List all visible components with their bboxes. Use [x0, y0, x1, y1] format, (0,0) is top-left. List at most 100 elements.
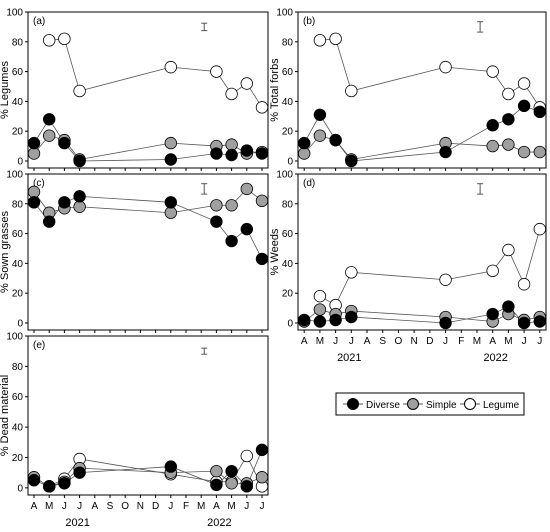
data-point-legume [313, 289, 327, 303]
x-tick-label: A [301, 336, 308, 347]
data-point-diverse [502, 113, 515, 126]
y-tick-label: 60 [282, 229, 294, 240]
y-tick-label: 60 [12, 392, 24, 403]
y-tick-label: 60 [12, 67, 24, 78]
data-point-legume [502, 243, 515, 257]
panel-label: (b) [303, 16, 315, 27]
data-point-legume [486, 65, 499, 78]
data-point-diverse [73, 466, 86, 479]
y-tick-label: 80 [282, 37, 294, 48]
data-point-legume [533, 222, 547, 236]
data-point-diverse [164, 460, 178, 473]
x-tick-label: J [522, 336, 527, 347]
x-tick-label: J [537, 336, 542, 347]
panel-c: 0 20 40 60 80 100 % Sown grasses (c) [0, 170, 269, 333]
data-point-diverse [313, 108, 327, 121]
year-label-2021: 2021 [65, 517, 89, 529]
x-tick-label: A [213, 501, 220, 512]
data-point-diverse [345, 310, 358, 324]
data-point-diverse [329, 133, 342, 147]
x-tick-label: N [411, 336, 418, 347]
y-tick-label: 0 [17, 156, 23, 167]
x-tick-label: O [395, 336, 403, 347]
data-point-diverse [210, 215, 223, 228]
data-point-diverse [58, 196, 71, 209]
data-point-simple [502, 138, 515, 151]
data-point-diverse [225, 464, 238, 478]
data-point-legume [210, 65, 223, 78]
x-tick-label: M [227, 501, 235, 512]
data-point-legume [58, 32, 71, 46]
y-tick-label: 40 [12, 97, 24, 108]
x-tick-label: A [489, 336, 496, 347]
y-tick-label: 20 [12, 289, 24, 300]
y-tick-label: 60 [282, 67, 294, 78]
y-tick-label: 0 [17, 318, 23, 329]
data-point-diverse [345, 154, 358, 168]
panel-label: (c) [33, 178, 45, 189]
data-point-diverse [73, 154, 86, 168]
data-point-diverse [313, 315, 327, 328]
panel-b: 0 20 40 60 80 100 % Total forbs (b) [269, 8, 547, 171]
data-point-diverse [329, 313, 342, 327]
y-tick-label: 80 [12, 37, 24, 48]
x-tick-label: J [333, 336, 338, 347]
x-tick-label: A [91, 501, 98, 512]
plot-frame [297, 11, 547, 169]
x-tick-label: O [121, 501, 129, 512]
plot-frame [27, 335, 269, 496]
y-tick-label: 0 [287, 156, 293, 167]
data-point-diverse [240, 480, 254, 493]
data-point-simple [517, 145, 531, 159]
data-point-simple [255, 194, 269, 208]
x-tick-label: M [473, 336, 481, 347]
data-point-simple [486, 139, 499, 153]
data-point-diverse [517, 316, 531, 330]
x-tick-label: M [45, 501, 53, 512]
data-point-diverse [240, 144, 254, 157]
data-point-diverse [58, 477, 71, 490]
x-tick-label: J [260, 501, 265, 512]
data-point-legume [439, 273, 452, 286]
y-tick-label: 100 [6, 8, 23, 19]
data-point-diverse [164, 196, 178, 209]
x-tick-label: M [197, 501, 205, 512]
plot-frame [27, 11, 269, 169]
data-point-diverse [43, 113, 56, 126]
data-point-legume [486, 264, 499, 278]
data-point-simple [240, 182, 254, 196]
panel-label: (d) [303, 178, 315, 189]
data-point-legume [225, 87, 238, 101]
data-point-simple [210, 464, 223, 478]
data-point-diverse [210, 478, 223, 492]
y-tick-label: 0 [17, 483, 23, 494]
data-point-diverse [27, 196, 41, 209]
data-point-legume [329, 32, 342, 46]
data-point-simple [164, 136, 178, 150]
data-point-simple [255, 471, 269, 484]
legend-marker-simple [407, 398, 419, 410]
y-tick-label: 40 [12, 259, 24, 270]
data-point-diverse [486, 119, 499, 132]
x-tick-label: J [62, 501, 67, 512]
y-tick-label: 80 [12, 199, 24, 210]
panel-a: 0 20 40 60 80 100 % Legumes (a) [0, 8, 269, 171]
x-tick-label: A [364, 336, 371, 347]
y-tick-label: 20 [12, 127, 24, 138]
x-tick-label: D [426, 336, 433, 347]
y-tick-label: 80 [282, 199, 294, 210]
data-point-diverse [225, 234, 238, 248]
data-point-diverse [255, 252, 269, 266]
plot-frame [27, 173, 269, 331]
data-point-diverse [439, 316, 452, 330]
data-point-diverse [486, 307, 499, 321]
data-point-simple [210, 199, 223, 212]
y-tick-label: 40 [282, 97, 294, 108]
data-point-legume [517, 77, 531, 90]
data-point-legume [240, 449, 254, 463]
data-point-diverse [240, 222, 254, 236]
data-point-diverse [298, 136, 311, 150]
